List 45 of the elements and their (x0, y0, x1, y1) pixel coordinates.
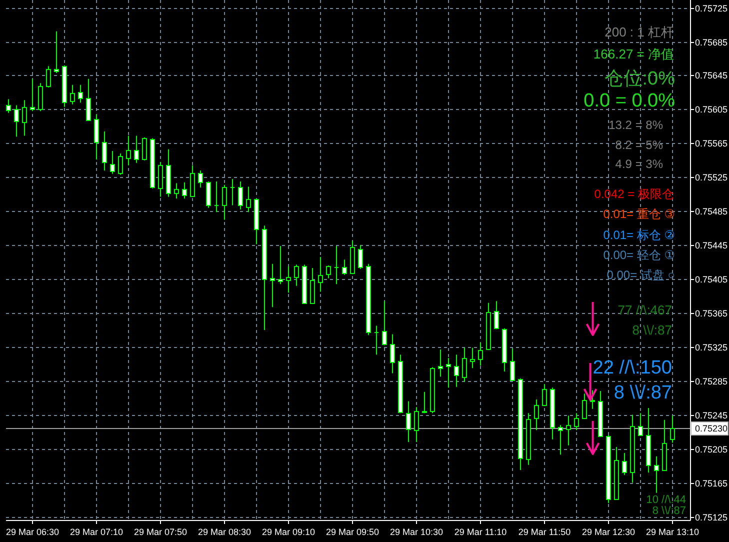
annotation: 8 \\/:87 (614, 382, 672, 404)
ytick-label: 0.75245 (695, 410, 728, 420)
ytick-label: 0.75605 (695, 104, 728, 114)
xtick-label: 29 Mar 11:50 (518, 527, 571, 537)
ytick-label: 0.75285 (695, 376, 728, 386)
annotation: 77 //\:467 (618, 302, 672, 318)
xtick-label: 29 Mar 13:10 (646, 527, 700, 537)
ytick-label: 0.75725 (695, 4, 728, 14)
annotation: 0.042 = 极限仓 (594, 187, 674, 201)
ytick-label: 0.75325 (695, 342, 728, 352)
ytick-label: 0.75405 (695, 274, 728, 284)
xtick-label: 29 Mar 09:10 (262, 527, 316, 537)
xtick-label: 29 Mar 11:10 (454, 527, 507, 537)
ytick-label: 0.75685 (695, 38, 728, 48)
annotation: 4.9 = 3% (615, 157, 663, 171)
ytick-label: 0.75445 (695, 240, 728, 250)
annotation: 0.00= 试盘 ○ (606, 268, 675, 282)
annotation: 0.00= 轻仓 ① (603, 248, 675, 262)
ytick-label: 0.75165 (695, 478, 728, 488)
annotation: 8 \\/:87 (632, 322, 672, 338)
xtick-label: 29 Mar 07:10 (70, 527, 124, 537)
annotation: 22 //\:150 (592, 358, 672, 378)
ytick-label: 0.75365 (695, 308, 728, 318)
xtick-label: 29 Mar 12:30 (582, 527, 636, 537)
annotation: 13.2 = 8% (608, 118, 663, 132)
ref-line-label: 0.75230 (695, 424, 728, 434)
ytick-label: 0.75485 (695, 206, 728, 216)
annotation: 0.01= 标仓 ② (603, 228, 675, 242)
xtick-label: 29 Mar 06:30 (6, 527, 60, 537)
annotation: 200 : 1 杠杆 (604, 24, 674, 40)
xtick-label: 29 Mar 07:50 (134, 527, 188, 537)
ytick-label: 0.75125 (695, 512, 728, 522)
annotation: 166.27 = 净值 (593, 46, 674, 62)
ytick-label: 0.75645 (695, 70, 728, 80)
xtick-label: 29 Mar 10:30 (390, 527, 444, 537)
ytick-label: 0.75565 (695, 138, 728, 148)
annotation: 8 \\/:87 (652, 505, 686, 517)
annotation: 0.01= 重仓 ③ (603, 207, 675, 221)
annotation: 0.0 = 0.0% (584, 90, 675, 112)
annotation: 10 //\:44 (646, 494, 686, 506)
ytick-label: 0.75205 (695, 444, 728, 454)
annotation: 仓位:0% (604, 68, 675, 90)
xtick-label: 29 Mar 09:50 (326, 527, 380, 537)
ytick-label: 0.75525 (695, 172, 728, 182)
xtick-label: 29 Mar 08:30 (198, 527, 252, 537)
